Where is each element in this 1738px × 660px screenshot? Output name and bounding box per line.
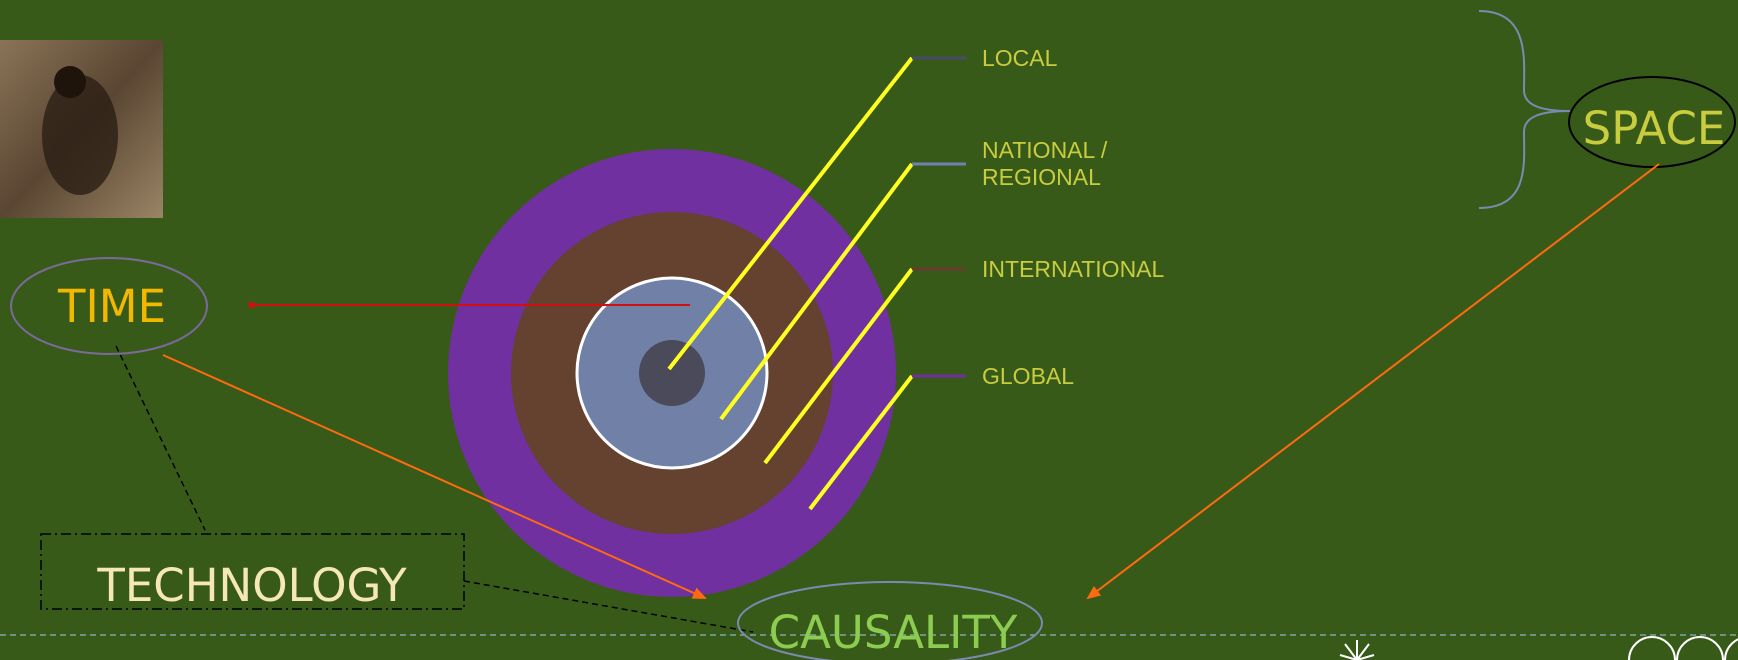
time-label: TIME bbox=[57, 280, 166, 333]
concentric-circles bbox=[448, 149, 896, 597]
leader-ticks bbox=[912, 58, 966, 376]
level-label-line: REGIONAL bbox=[982, 164, 1101, 190]
level-label: INTERNATIONAL bbox=[982, 256, 1165, 282]
footer-decoration bbox=[1340, 637, 1738, 660]
level-label-line: NATIONAL / bbox=[982, 137, 1108, 163]
dashed-link bbox=[116, 346, 205, 530]
technology-label: TECHNOLOGY bbox=[96, 559, 407, 612]
brace bbox=[1479, 11, 1570, 208]
level-label: LOCAL bbox=[982, 45, 1058, 71]
level-label: GLOBAL bbox=[982, 363, 1074, 389]
space-label: SPACE bbox=[1583, 102, 1726, 155]
causality-label: CAUSALITY bbox=[769, 606, 1018, 659]
space-causality-arrow bbox=[1088, 164, 1659, 598]
level-label: NATIONAL / REGIONAL bbox=[982, 137, 1114, 190]
photo bbox=[0, 40, 163, 218]
slide: LOCAL NATIONAL / REGIONAL INTERNATIONAL … bbox=[0, 0, 1738, 660]
